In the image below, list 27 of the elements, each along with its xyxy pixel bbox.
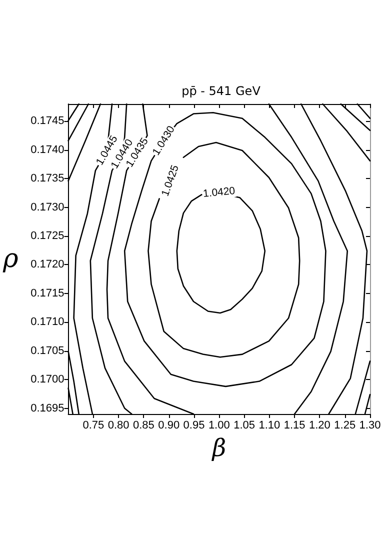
annotation: 1.0425	[160, 164, 182, 198]
x-tick-label: 0.85	[133, 420, 154, 432]
x-tick-label: 1.20	[309, 420, 330, 432]
y-tick-label: 0.1715	[30, 287, 64, 300]
x-tick-label: 1.10	[258, 420, 280, 432]
x-axis-title: β	[211, 434, 226, 462]
x-tick-label: 1.00	[208, 420, 230, 432]
y-tick-label: 0.1705	[30, 344, 64, 357]
y-tick-label: 0.1700	[30, 374, 64, 386]
chart-title: pp̄ - 541 GeV	[182, 84, 262, 98]
x-tick-label: 1.25	[334, 420, 356, 432]
y-tick-label: 0.1745	[30, 115, 64, 128]
y-tick-label: 0.1720	[30, 258, 64, 271]
y-tick-label: 0.1725	[30, 230, 64, 242]
x-tick-label: 0.80	[108, 420, 130, 432]
y-tick-label: 0.1735	[30, 172, 64, 185]
y-axis-title: ρ	[2, 244, 19, 274]
y-tick-label: 0.1695	[30, 402, 64, 414]
y-tick-label: 0.1710	[30, 316, 64, 328]
x-tick-label: 1.15	[284, 420, 306, 432]
y-tick-label: 0.1740	[30, 144, 64, 156]
y-tick-label: 0.1730	[30, 201, 64, 214]
x-tick-label: 0.75	[82, 420, 104, 432]
x-tick-label: 0.95	[183, 420, 205, 432]
x-tick-label: 1.30	[359, 420, 381, 432]
x-tick-label: 1.05	[234, 420, 255, 432]
x-tick-label: 0.90	[158, 420, 180, 432]
